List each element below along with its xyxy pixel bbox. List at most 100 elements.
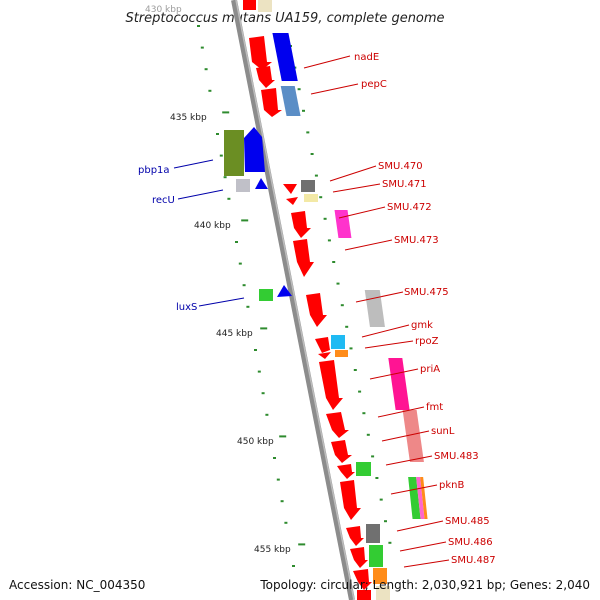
gene-arrow-fmt xyxy=(326,412,349,438)
ruler-minor-tick xyxy=(246,305,250,308)
ruler-minor-tick xyxy=(292,565,295,567)
gene-arrow-pbp1a xyxy=(244,127,265,172)
gene-arrow-recU xyxy=(255,178,268,189)
gene-label-sunL: sunL xyxy=(431,426,455,437)
ruler-minor-tick xyxy=(261,392,265,395)
ruler-minor-tick xyxy=(200,46,204,49)
gene-arrow-SMU.475 xyxy=(306,293,327,327)
ruler-minor-tick-right xyxy=(297,88,301,91)
ruler-minor-tick-right xyxy=(375,477,379,479)
ruler-major-tick xyxy=(260,327,268,330)
gene-label-SMU.471: SMU.471 xyxy=(382,179,427,190)
cds-block-SMU.485 xyxy=(366,524,380,543)
gene-label-pepC: pepC xyxy=(361,79,387,90)
gene-arrow-SMU.487 xyxy=(353,569,372,590)
gene-label-luxS: luxS xyxy=(176,302,197,313)
ruler-minor-tick-right xyxy=(366,433,370,436)
gene-label-SMU.483: SMU.483 xyxy=(434,451,479,462)
gene-arrow-gmk xyxy=(315,337,330,353)
ruler-major-tick xyxy=(298,543,306,546)
gene-label-SMU.486: SMU.486 xyxy=(448,537,493,548)
ruler-minor-tick-right xyxy=(340,304,344,307)
ruler-label-450: 450 kbp xyxy=(237,437,274,447)
ruler-minor-tick-right xyxy=(384,520,387,523)
gene-arrow-SMU.485 xyxy=(346,526,364,546)
gene-arrow-SMU.470 xyxy=(283,184,297,194)
ruler-minor-tick-right xyxy=(362,412,366,415)
ruler-minor-tick-right xyxy=(336,282,340,285)
ruler-minor-tick-right xyxy=(371,455,375,458)
ruler-minor-tick-right xyxy=(345,325,349,328)
cds-block-fmt xyxy=(402,410,424,462)
ruler-minor-tick-right xyxy=(388,541,392,544)
gene-partial-top xyxy=(243,0,256,10)
cds-block-recU xyxy=(236,179,250,192)
gene-labels: nadE pepC pbp1a recU SMU.470 SMU.471 SMU… xyxy=(138,52,496,566)
gene-label-SMU.472: SMU.472 xyxy=(387,202,432,213)
ruler-labels: 430 kbp 435 kbp 440 kbp 445 kbp 450 kbp … xyxy=(145,5,291,555)
ruler-label-455: 455 kbp xyxy=(254,545,291,555)
ruler-minor-tick-right xyxy=(319,196,323,199)
gene-label-recU: recU xyxy=(152,195,175,206)
ruler-minor-tick xyxy=(204,68,208,71)
cds-block-priA xyxy=(388,358,410,410)
ruler-minor-tick xyxy=(242,284,246,287)
gene-arrow-luxS xyxy=(277,285,292,297)
gene-arrow-priA xyxy=(319,360,343,410)
accession-label: Accession: NC_004350 xyxy=(9,578,146,592)
gene-label-fmt: fmt xyxy=(426,402,443,413)
gene-arrow-pepC xyxy=(261,88,282,117)
ruler-minor-tick xyxy=(280,500,284,503)
gene-label-pbp1a: pbp1a xyxy=(138,165,170,176)
cds-block-bottom xyxy=(376,586,390,600)
ruler-minor-tick xyxy=(238,262,242,265)
gene-label-priA: priA xyxy=(420,364,440,375)
cds-block-pknB-2 xyxy=(416,477,425,519)
cds-block-SMU.486 xyxy=(369,545,383,567)
cds-partial-top xyxy=(258,0,272,12)
ruler-major-tick xyxy=(241,219,249,222)
cds-block-SMU.471 xyxy=(304,194,318,202)
cds-block-pbp1a xyxy=(224,130,244,176)
gene-label-pknB: pknB xyxy=(439,480,464,491)
gene-arrow-SMU.483 xyxy=(337,464,355,479)
cds-block-SMU.470 xyxy=(301,180,315,192)
ruler-minor-tick-right xyxy=(310,153,314,155)
ruler-ticks xyxy=(197,25,392,567)
ruler-major-tick xyxy=(279,435,287,438)
ruler-minor-tick-right xyxy=(327,239,331,242)
cds-block-gmk xyxy=(331,335,345,349)
ruler-minor-tick xyxy=(208,89,212,92)
ruler-label-430: 430 kbp xyxy=(145,5,182,15)
ruler-minor-tick-right xyxy=(314,174,318,177)
ruler-minor-tick xyxy=(276,478,280,481)
gene-arrow-SMU.473 xyxy=(293,239,314,277)
cds-block-pknB xyxy=(408,477,421,519)
ruler-major-tick xyxy=(222,111,230,114)
ruler-minor-tick xyxy=(219,154,223,157)
gene-arrow-SMU.472 xyxy=(291,211,311,238)
gene-label-rpoZ: rpoZ xyxy=(415,336,439,347)
gene-partial-bottom xyxy=(357,590,371,600)
ruler-minor-tick-right xyxy=(349,347,353,350)
cds-block-rpoZ xyxy=(335,350,348,357)
ruler-minor-tick xyxy=(235,241,238,243)
map-title: Streptococcus mutans UA159, complete gen… xyxy=(125,11,444,26)
ruler-minor-tick-right xyxy=(358,390,362,393)
gene-arrow-rpoZ xyxy=(318,352,331,359)
gene-arrow-pknB xyxy=(340,480,361,520)
gene-label-SMU.485: SMU.485 xyxy=(445,516,490,527)
ruler-minor-tick-right xyxy=(353,369,357,371)
backbone-highlight xyxy=(235,0,355,600)
ruler-minor-tick-right xyxy=(306,131,310,134)
ruler-minor-tick xyxy=(197,25,200,27)
gene-label-nadE: nadE xyxy=(354,52,379,63)
ruler-minor-tick xyxy=(257,370,261,373)
cds-block-luxS xyxy=(259,289,273,301)
ruler-minor-tick-right xyxy=(379,498,383,501)
ruler-minor-tick xyxy=(223,176,227,179)
cds-block-SMU.487 xyxy=(373,568,387,584)
ruler-minor-tick-right xyxy=(332,261,336,263)
cds-block-SMU.475 xyxy=(364,290,385,327)
gene-arrow-sunL xyxy=(331,440,352,463)
